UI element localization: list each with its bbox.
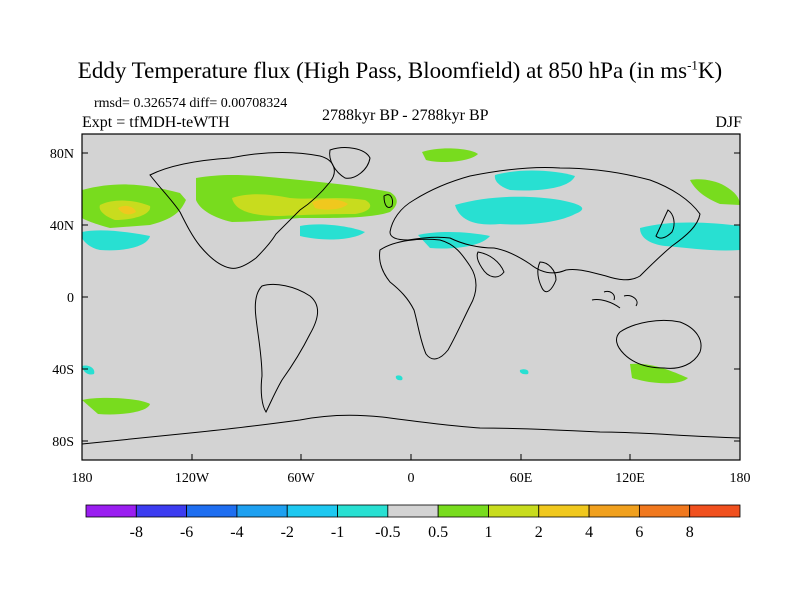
colorbar-label: -1 [331, 524, 344, 541]
coastlines [81, 147, 741, 445]
colorbar-swatch [186, 504, 238, 518]
map-panel: 80N 40N 0 40S 80S 180 120W 60W 0 60E 120… [50, 133, 751, 486]
coastline-indonesia [591, 291, 638, 309]
flux-area [640, 222, 740, 251]
period-label: 2788kyr BP - 2788kyr BP [322, 107, 489, 124]
lat-label: 80S [52, 435, 74, 450]
colorbar-swatch [638, 504, 691, 518]
flux-area [494, 170, 575, 191]
coastline-north-america [149, 151, 335, 269]
coastline-arabia [476, 251, 505, 278]
latitude-labels: 80N 40N 0 40S 80S [50, 147, 74, 450]
flux-area [455, 196, 583, 225]
longitude-labels: 180 120W 60W 0 60E 120E 180 [72, 471, 751, 486]
coastline-japan [655, 209, 675, 239]
flux-area [118, 205, 136, 215]
flux-area [82, 230, 150, 251]
lat-label: 0 [67, 291, 74, 306]
map-title: Eddy Temperature flux (High Pass, Bloomf… [77, 57, 723, 83]
axis-ticks [82, 152, 740, 460]
lat-label: 40S [52, 363, 74, 378]
colorbar-label: 6 [635, 524, 643, 541]
lat-label: 80N [50, 147, 74, 162]
lon-label: 0 [408, 471, 415, 486]
coastline-south-america [254, 283, 318, 413]
flux-area [232, 194, 371, 216]
colorbar-swatch [689, 504, 741, 518]
colorbar-swatch [85, 504, 137, 518]
lat-label: 40N [50, 219, 74, 234]
colorbar-swatch [437, 504, 489, 518]
flux-area [312, 199, 348, 210]
experiment-label: Expt = tfMDH-teWTH [82, 114, 230, 131]
lon-label: 120W [175, 471, 210, 486]
colorbar-swatch [286, 504, 338, 518]
colorbar-label: 8 [686, 524, 694, 541]
coastline-africa [379, 238, 477, 360]
colorbar-label: 1 [484, 524, 492, 541]
flux-area [630, 363, 688, 384]
colorbar-label: -6 [180, 524, 193, 541]
lon-label: 60E [510, 471, 533, 486]
colorbar-label: -2 [281, 524, 294, 541]
lon-label: 60W [287, 471, 315, 486]
colorbar-label: -8 [130, 524, 143, 541]
colorbar-swatch [488, 504, 540, 518]
colorbar-swatch [588, 504, 640, 518]
map-background [82, 134, 740, 460]
flux-area [300, 224, 365, 240]
colorbar-label: -0.5 [375, 524, 400, 541]
flux-area [519, 369, 529, 375]
coastline-australia [616, 319, 702, 369]
colorbar-swatch [236, 504, 288, 518]
coastline-eurasia [389, 166, 701, 281]
colorbar-swatch [135, 504, 188, 518]
colorbar-label: -4 [230, 524, 243, 541]
colorbar-swatch [337, 504, 389, 518]
colorbar-label: 0.5 [428, 524, 448, 541]
coastline-britain [383, 194, 393, 209]
colorbar-label: 2 [535, 524, 543, 541]
lon-label: 120E [615, 471, 645, 486]
coastline-india [537, 261, 557, 293]
flux-area [82, 365, 95, 375]
statistics-line: rmsd= 0.326574 diff= 0.00708324 [94, 96, 288, 111]
coastline-antarctica [81, 414, 741, 445]
flux-shading [82, 148, 740, 415]
flux-area [690, 179, 740, 205]
flux-area [395, 375, 403, 381]
flux-area [82, 397, 150, 415]
colorbar-label: 4 [585, 524, 593, 541]
colorbar: -8 -6 -4 -2 -1 -0.5 0.5 1 2 4 6 8 [85, 504, 741, 541]
coastline-greenland [329, 147, 371, 179]
lon-label: 180 [730, 471, 751, 486]
season-label: DJF [715, 114, 742, 131]
flux-area [422, 148, 478, 162]
colorbar-swatch [538, 504, 590, 518]
colorbar-swatch [387, 504, 439, 518]
lon-label: 180 [72, 471, 93, 486]
